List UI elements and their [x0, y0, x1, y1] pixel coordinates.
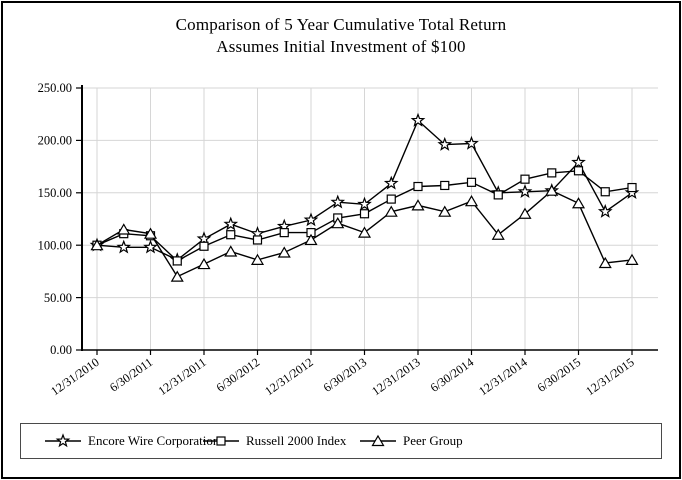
- data-point-marker-star: [437, 136, 453, 151]
- data-point-marker-star: [597, 203, 613, 218]
- y-axis-tick-label: 150.00: [38, 186, 72, 200]
- data-point-marker-triangle: [571, 197, 586, 209]
- legend-entry-peer-group: Peer Group: [360, 424, 463, 458]
- legend-label-russell-2000: Russell 2000 Index: [246, 433, 347, 448]
- data-point-marker-triangle: [545, 184, 559, 196]
- data-point-marker-star: [464, 135, 479, 150]
- data-point-marker-star: [571, 154, 586, 169]
- x-axis-tick-label: 12/31/2011: [156, 355, 209, 398]
- data-point-marker-square: [413, 181, 423, 192]
- data-point-marker-star: [303, 212, 319, 227]
- data-point-marker-star: [383, 175, 399, 190]
- data-point-marker-square: [627, 182, 637, 193]
- data-point-marker-square: [547, 168, 557, 178]
- data-point-marker-square: [199, 241, 209, 251]
- star-marker-icon: [45, 433, 81, 448]
- x-axis-tick-label: 12/31/2010: [48, 355, 102, 398]
- square-marker-icon: [203, 436, 239, 446]
- data-point-marker-triangle: [598, 256, 612, 269]
- data-point-marker-triangle: [384, 205, 398, 217]
- legend-label-peer-group: Peer Group: [403, 433, 463, 448]
- triangle-marker-icon: [360, 434, 396, 447]
- chart-title-line2: Assumes Initial Investment of $100: [216, 37, 466, 56]
- data-point-marker-triangle: [518, 207, 532, 219]
- chart-title-line1: Comparison of 5 Year Cumulative Total Re…: [175, 15, 507, 34]
- data-point-marker-triangle: [304, 233, 318, 246]
- x-axis-tick-label: 6/30/2014: [428, 355, 477, 395]
- y-axis-tick-label: 50.00: [44, 291, 72, 305]
- x-axis-tick-label: 12/31/2012: [262, 355, 316, 398]
- data-point-marker-triangle: [197, 257, 211, 270]
- data-point-marker-square: [573, 166, 584, 176]
- data-point-marker-triangle: [117, 223, 131, 235]
- data-point-marker-star: [357, 196, 372, 211]
- data-point-marker-triangle: [438, 205, 452, 217]
- data-point-marker-square: [252, 235, 263, 245]
- data-point-marker-triangle: [170, 270, 184, 282]
- data-point-marker-triangle: [90, 239, 104, 251]
- data-point-marker-square: [172, 256, 182, 266]
- data-point-marker-triangle: [250, 253, 265, 265]
- legend-entry-encore-wire: Encore Wire Corporation: [45, 424, 219, 458]
- chart-title: Comparison of 5 Year Cumulative Total Re…: [0, 14, 682, 58]
- data-point-marker-triangle: [411, 199, 425, 211]
- chart-legend: Encore Wire Corporation Russell 2000 Ind…: [20, 423, 662, 459]
- data-point-marker-star: [410, 112, 426, 127]
- data-point-marker-square: [466, 177, 477, 187]
- data-point-marker-square: [216, 436, 226, 446]
- data-point-marker-square: [493, 190, 503, 200]
- series-peer-group: [90, 184, 639, 282]
- x-axis-tick-label: 12/31/2013: [369, 355, 423, 398]
- y-axis-tick-label: 0.00: [50, 343, 72, 357]
- y-axis-tick-label: 200.00: [38, 134, 72, 148]
- legend-entry-russell-2000: Russell 2000 Index: [203, 424, 346, 458]
- x-axis-tick-label: 6/30/2012: [214, 355, 263, 395]
- data-point-marker-triangle: [625, 253, 639, 265]
- data-point-marker-triangle: [143, 227, 158, 239]
- data-point-marker-star: [55, 433, 71, 448]
- y-axis-tick-label: 250.00: [38, 81, 72, 95]
- data-point-marker-square: [600, 187, 610, 197]
- data-point-marker-triangle: [277, 246, 291, 258]
- x-axis-tick-label: 6/30/2015: [535, 355, 584, 395]
- data-point-marker-star: [196, 231, 212, 246]
- legend-label-encore-wire: Encore Wire Corporation: [88, 433, 220, 448]
- data-point-marker-square: [386, 194, 396, 204]
- data-point-marker-square: [226, 230, 236, 240]
- data-point-marker-star: [143, 239, 158, 254]
- x-axis-tick-label: 12/31/2015: [583, 355, 637, 398]
- data-point-marker-star: [223, 216, 239, 231]
- data-point-marker-triangle: [464, 194, 479, 207]
- x-axis-tick-label: 6/30/2011: [107, 355, 155, 395]
- data-point-marker-triangle: [357, 226, 372, 238]
- data-point-marker-square: [279, 228, 289, 238]
- x-axis-tick-label: 6/30/2013: [321, 355, 370, 395]
- data-point-marker-square: [359, 209, 370, 219]
- data-point-marker-triangle: [224, 245, 238, 257]
- x-axis-tick-label: 12/31/2014: [476, 355, 530, 398]
- data-point-marker-star: [116, 239, 132, 254]
- y-axis-tick-label: 100.00: [38, 238, 72, 252]
- data-point-marker-triangle: [371, 434, 385, 447]
- data-point-marker-square: [520, 174, 530, 184]
- data-point-marker-star: [517, 184, 533, 199]
- data-point-marker-triangle: [331, 216, 345, 229]
- data-point-marker-triangle: [491, 228, 505, 240]
- data-point-marker-star: [330, 194, 346, 209]
- data-point-marker-square: [440, 180, 450, 191]
